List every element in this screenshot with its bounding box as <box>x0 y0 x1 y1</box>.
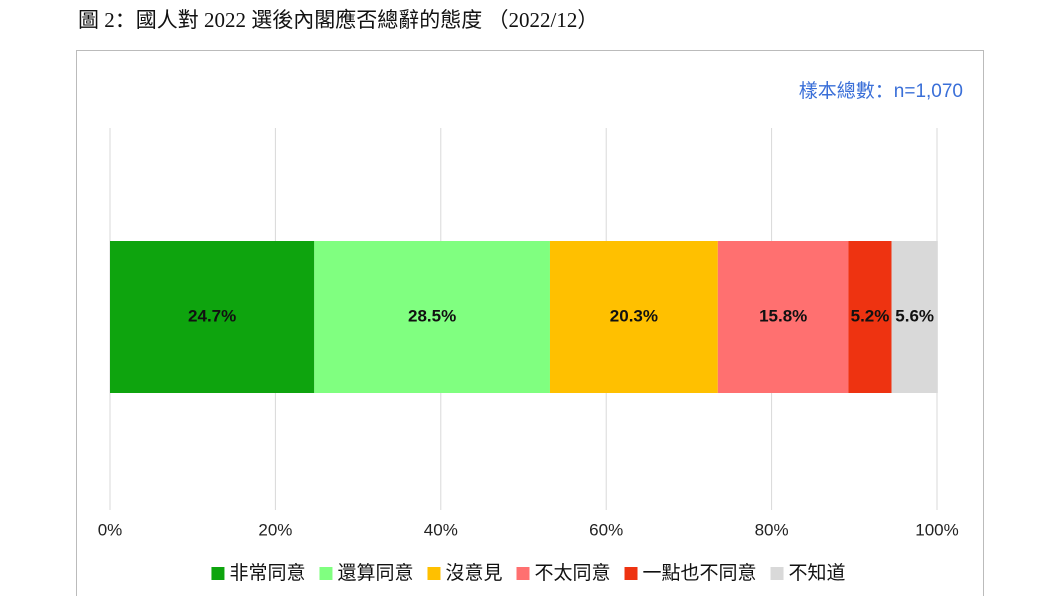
legend-swatch <box>211 567 225 580</box>
x-tick-label: 20% <box>258 520 292 539</box>
legend-swatch <box>770 567 784 580</box>
annotation: 樣本總數：n=1,070 <box>799 80 963 102</box>
bar-segment <box>110 241 315 393</box>
x-tick-label: 80% <box>755 520 789 539</box>
legend-swatch <box>427 567 441 580</box>
value-label: 28.5% <box>408 306 456 325</box>
legend-label: 不知道 <box>789 562 846 584</box>
bar-segment <box>549 241 718 393</box>
legend-swatch <box>516 567 530 580</box>
legend-label: 非常同意 <box>229 562 305 584</box>
legend-label: 還算同意 <box>337 562 413 584</box>
bar-segment <box>848 241 892 393</box>
legend-label: 沒意見 <box>445 562 502 584</box>
legend-label: 一點也不同意 <box>643 562 757 584</box>
legend-label: 不太同意 <box>535 562 611 584</box>
value-label: 20.3% <box>610 306 658 325</box>
chart-title: 圖 2：國人對 2022 選後內閣應否總辭的態度 （2022/12） <box>78 8 598 32</box>
x-tick-label: 40% <box>424 520 458 539</box>
x-tick-label: 60% <box>589 520 623 539</box>
bar-segment <box>717 241 849 393</box>
bar-segment <box>891 241 938 393</box>
value-label: 5.6% <box>895 306 934 325</box>
legend-swatch <box>319 567 333 580</box>
value-label: 15.8% <box>759 306 807 325</box>
value-label: 5.2% <box>851 306 890 325</box>
value-label: 24.7% <box>188 306 236 325</box>
bar-segment <box>314 241 550 393</box>
x-tick-label: 0% <box>98 520 123 539</box>
x-tick-label: 100% <box>915 520 958 539</box>
legend-swatch <box>624 567 638 580</box>
